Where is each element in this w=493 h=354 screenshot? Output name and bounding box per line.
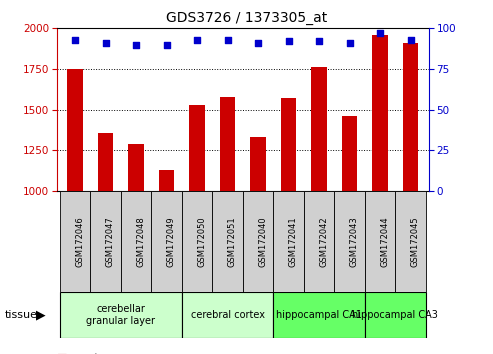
Bar <box>365 191 395 292</box>
Bar <box>121 191 151 292</box>
Text: GSM172048: GSM172048 <box>136 216 145 267</box>
Text: GDS3726 / 1373305_at: GDS3726 / 1373305_at <box>166 11 327 25</box>
Text: tissue: tissue <box>5 310 38 320</box>
Bar <box>342 116 357 191</box>
Bar <box>403 43 418 191</box>
Text: GSM172042: GSM172042 <box>319 216 328 267</box>
Point <box>376 30 384 36</box>
Bar <box>68 69 83 191</box>
Point <box>254 40 262 46</box>
Text: GSM172049: GSM172049 <box>167 216 176 267</box>
Bar <box>312 67 327 191</box>
Bar <box>98 133 113 191</box>
Bar <box>212 191 243 292</box>
Point <box>346 40 353 46</box>
Point <box>224 37 232 42</box>
Bar <box>250 137 266 191</box>
Bar <box>373 35 387 191</box>
Point <box>315 39 323 44</box>
Bar <box>334 191 365 292</box>
Bar <box>60 292 182 338</box>
Bar <box>281 97 296 191</box>
Bar <box>159 170 174 191</box>
Bar <box>189 105 205 191</box>
Point <box>102 40 109 46</box>
Text: cerebellar
granular layer: cerebellar granular layer <box>86 304 155 326</box>
Text: GSM172040: GSM172040 <box>258 216 267 267</box>
Bar <box>365 292 426 338</box>
Point <box>71 37 79 42</box>
Bar <box>151 191 182 292</box>
Bar <box>182 292 273 338</box>
Bar <box>182 191 212 292</box>
Bar <box>243 191 273 292</box>
Text: GSM172041: GSM172041 <box>288 216 298 267</box>
Text: ■: ■ <box>57 353 67 354</box>
Point <box>193 37 201 42</box>
Text: GSM172050: GSM172050 <box>197 216 206 267</box>
Text: GSM172045: GSM172045 <box>411 216 420 267</box>
Text: GSM172046: GSM172046 <box>75 216 84 267</box>
Text: GSM172047: GSM172047 <box>106 216 114 267</box>
Bar <box>220 97 235 191</box>
Bar <box>395 191 426 292</box>
Bar <box>273 292 365 338</box>
Text: GSM172043: GSM172043 <box>350 216 358 267</box>
Text: hippocampal CA3: hippocampal CA3 <box>352 310 438 320</box>
Point <box>284 39 292 44</box>
Bar <box>273 191 304 292</box>
Bar <box>60 191 90 292</box>
Bar <box>128 144 143 191</box>
Text: GSM172044: GSM172044 <box>380 216 389 267</box>
Point <box>132 42 140 47</box>
Bar <box>90 191 121 292</box>
Bar <box>304 191 334 292</box>
Text: ▶: ▶ <box>35 309 45 321</box>
Point <box>407 37 415 42</box>
Text: GSM172051: GSM172051 <box>228 216 237 267</box>
Text: cerebral cortex: cerebral cortex <box>191 310 265 320</box>
Text: count: count <box>69 353 99 354</box>
Text: hippocampal CA1: hippocampal CA1 <box>276 310 362 320</box>
Point <box>163 42 171 47</box>
